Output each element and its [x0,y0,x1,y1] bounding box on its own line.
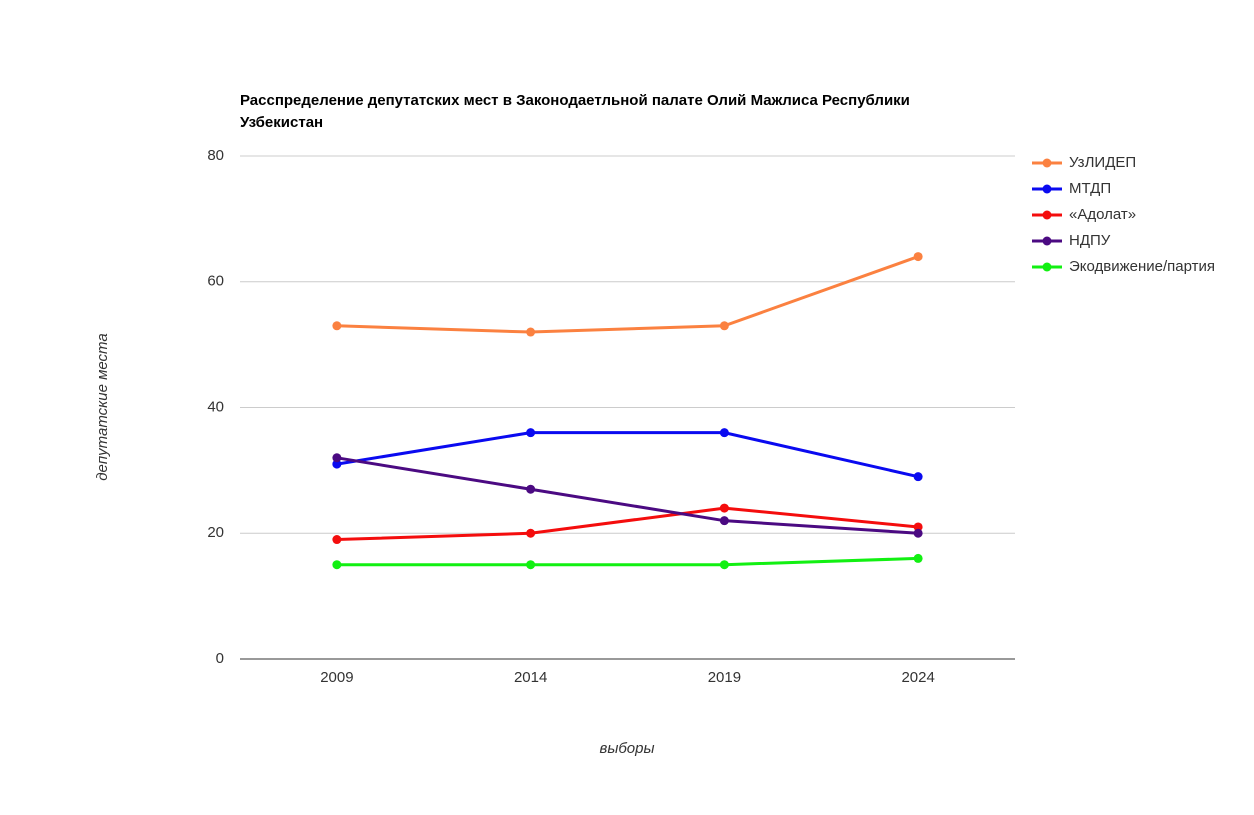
legend-marker [1042,184,1052,194]
legend-marker [1042,236,1052,246]
x-tick-label: 2019 [708,669,741,686]
x-axis-label: выборы [599,740,654,757]
data-point [332,560,342,570]
data-point [332,459,342,469]
data-point [719,503,729,513]
y-tick-label: 40 [207,398,224,415]
series-line [336,456,919,535]
data-point [913,472,923,482]
y-axis-label: депутатские места [94,333,111,480]
data-point [913,528,923,538]
series-line [336,506,919,542]
y-tick-label: 0 [216,650,224,667]
chart-title: Расспределение депутатских мест в Законо… [240,92,910,131]
data-point [526,560,536,570]
legend-label: МТДП [1069,180,1111,197]
legend-label: Экодвижение/партия [1069,258,1215,275]
y-tick-label: 60 [207,273,224,290]
data-point [913,252,923,262]
data-point [913,553,923,563]
y-tick-label: 20 [207,524,224,541]
data-point [719,321,729,331]
x-tick-label: 2009 [320,669,353,686]
data-point [332,535,342,545]
data-point [526,327,536,337]
data-point [719,428,729,438]
x-tick-label: 2014 [514,669,547,686]
data-point [719,560,729,570]
legend-marker [1042,262,1052,272]
data-point [332,453,342,463]
x-tick-label: 2024 [901,669,934,686]
series-line [336,255,919,334]
data-point [332,321,342,331]
y-tick-label: 80 [207,147,224,164]
legend-label: НДПУ [1069,232,1111,249]
series-line [336,556,919,567]
data-point [719,516,729,526]
data-point [526,484,536,494]
data-point [526,528,536,538]
legend-marker [1042,158,1052,168]
series-line [336,431,919,479]
data-point [526,428,536,438]
legend-label: «Адолат» [1069,206,1136,223]
legend-label: УзЛИДЕП [1069,154,1136,171]
data-point [913,522,923,532]
legend-marker [1042,210,1052,220]
